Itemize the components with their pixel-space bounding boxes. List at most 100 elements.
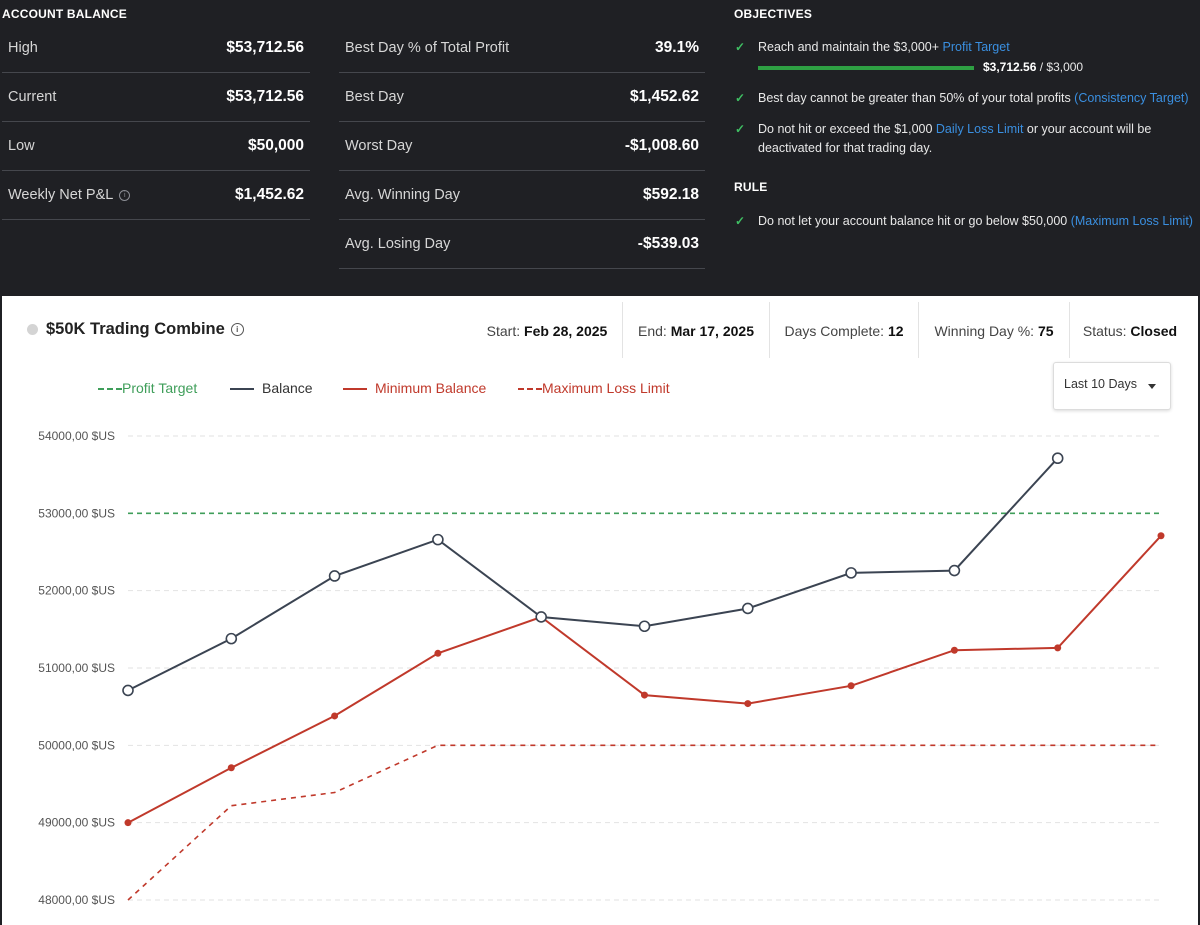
- y-tick-label: 53000,00 $US: [38, 506, 115, 520]
- progress-current: $3,712.56: [983, 60, 1037, 74]
- balance-point: [432, 533, 444, 546]
- meta-label: Status:: [1082, 323, 1131, 339]
- minimum-balance-point: [124, 819, 132, 827]
- stat-value: $50,000: [247, 137, 304, 154]
- divider: [1069, 302, 1070, 358]
- series-line-maximum-loss-limit: [127, 744, 1160, 901]
- minimum-balance-point: [434, 649, 442, 657]
- stat-row-low: Low $50,000: [2, 122, 310, 171]
- balance-point: [638, 620, 651, 633]
- daily-loss-limit-link[interactable]: Daily Loss Limit: [935, 122, 1024, 136]
- stat-row-current: Current $53,712.56: [2, 73, 310, 122]
- stat-label: Avg. Losing Day: [345, 236, 451, 252]
- y-tick-label: 52000,00 $US: [38, 584, 115, 598]
- minimum-balance-point: [744, 700, 752, 708]
- legend-label: Minimum Balance: [375, 380, 487, 396]
- chevron-down-icon: [1148, 384, 1156, 389]
- minimum-balance-point: [847, 682, 855, 690]
- meta-value: 75: [1037, 323, 1054, 339]
- objective-text-wrap: Best day cannot be greater than 50% of y…: [758, 89, 1198, 108]
- balance-point: [225, 632, 238, 645]
- minimum-balance-point: [1054, 644, 1062, 652]
- legend-label: Profit Target: [122, 380, 198, 396]
- profit-progress-text: $3,712.56 / $3,000: [983, 60, 1083, 74]
- objective-suffix: or your account will be deactivated for …: [758, 122, 1152, 155]
- stat-label: Low: [8, 138, 35, 154]
- y-tick-label: 54000,00 $US: [38, 429, 115, 443]
- panel-title-wrap: $50K Trading Combine i: [46, 320, 244, 339]
- panel-title: $50K Trading Combine: [46, 320, 225, 338]
- minimum-balance-point: [950, 646, 958, 654]
- y-tick-label: 49000,00 $US: [38, 816, 115, 830]
- stat-row-avg-losing-day: Avg. Losing Day -$539.03: [339, 220, 705, 269]
- legend-label: Maximum Loss Limit: [542, 380, 670, 396]
- stat-value: -$1,008.60: [624, 137, 699, 154]
- account-balance-title: ACCOUNT BALANCE: [2, 7, 127, 21]
- objective-text-wrap: Do not hit or exceed the $1,000 Daily Lo…: [758, 120, 1178, 158]
- meta-value: 12: [887, 323, 904, 339]
- meta-days: Days Complete: 12: [770, 296, 918, 366]
- stat-value: $53,712.56: [226, 39, 304, 56]
- meta-start: Start: Feb 28, 2025: [472, 296, 622, 366]
- y-tick-label: 48000,00 $US: [38, 893, 115, 907]
- y-tick-label: 51000,00 $US: [38, 661, 115, 675]
- minimum-balance-point: [227, 764, 235, 772]
- minimum-balance-point: [331, 712, 339, 720]
- stat-label: Best Day: [345, 89, 404, 105]
- range-select[interactable]: Last 10 Days: [1053, 362, 1171, 410]
- info-icon[interactable]: i: [230, 323, 244, 337]
- divider: [918, 302, 919, 358]
- info-icon[interactable]: i: [119, 189, 131, 201]
- divider: [769, 302, 770, 358]
- check-icon: ✓: [735, 214, 746, 228]
- stat-value: -$539.03: [637, 235, 699, 252]
- maximum-loss-limit-link[interactable]: (Maximum Loss Limit): [1070, 214, 1193, 228]
- check-icon: ✓: [735, 91, 746, 105]
- balance-point: [741, 602, 754, 615]
- minimum-balance-point: [641, 691, 648, 699]
- stat-value: $592.18: [642, 186, 699, 203]
- stat-label: Current: [8, 89, 57, 105]
- objective-text: Best day cannot be greater than 50% of y…: [758, 91, 1075, 105]
- balance-point: [845, 567, 857, 579]
- stat-row-weekly-pnl: Weekly Net P&L i $1,452.62: [2, 171, 310, 220]
- y-tick-label: 50000,00 $US: [38, 738, 115, 752]
- check-icon: ✓: [735, 40, 746, 54]
- rule-text: Do not let your account balance hit or g…: [758, 214, 1071, 228]
- legend-swatch: [343, 388, 367, 390]
- divider: [622, 302, 623, 358]
- balance-point: [948, 564, 961, 577]
- legend-label: Balance: [262, 380, 313, 396]
- rule-text-wrap: Do not let your account balance hit or g…: [758, 212, 1198, 231]
- range-select-value: Last 10 Days: [1064, 377, 1137, 391]
- legend-swatch: [98, 388, 122, 390]
- series-line-balance: [127, 457, 1059, 692]
- profit-target-link[interactable]: Profit Target: [942, 40, 1010, 54]
- objective-text: Do not hit or exceed the $1,000: [758, 122, 936, 136]
- progress-target: / $3,000: [1036, 60, 1084, 74]
- account-summary: ACCOUNT BALANCE High $53,712.56 Current …: [0, 0, 1200, 296]
- stat-value: $53,712.56: [226, 88, 304, 105]
- meta-value: Mar 17, 2025: [670, 323, 754, 339]
- consistency-target-link[interactable]: (Consistency Target): [1074, 91, 1189, 105]
- balance-point: [1051, 452, 1064, 465]
- objective-text-wrap: Reach and maintain the $3,000+ Profit Ta…: [758, 38, 1198, 57]
- stat-row-best-day: Best Day $1,452.62: [339, 73, 705, 122]
- objectives-title: OBJECTIVES: [734, 7, 813, 21]
- status-dot-icon: [27, 324, 38, 335]
- panel-header: $50K Trading Combine i Start: Feb 28, 202…: [2, 296, 1198, 366]
- stat-value: 39.1%: [655, 39, 699, 56]
- series-line-minimum-balance: [127, 535, 1162, 824]
- meta-value: Closed: [1130, 323, 1178, 339]
- combine-panel: $50K Trading Combine i Start: Feb 28, 202…: [2, 296, 1198, 925]
- meta-label: Winning Day %:: [934, 323, 1038, 339]
- profit-progress-fill: [758, 66, 974, 70]
- rule-title: RULE: [734, 180, 768, 194]
- meta-end: End: Mar 17, 2025: [623, 296, 769, 366]
- stat-label-wrap: Weekly Net P&L i: [8, 171, 131, 219]
- stat-value: $1,452.62: [235, 186, 304, 203]
- stat-row-avg-winning-day: Avg. Winning Day $592.18: [339, 171, 705, 220]
- stat-label: Weekly Net P&L: [8, 187, 114, 203]
- objective-text: Reach and maintain the $3,000+: [758, 40, 943, 54]
